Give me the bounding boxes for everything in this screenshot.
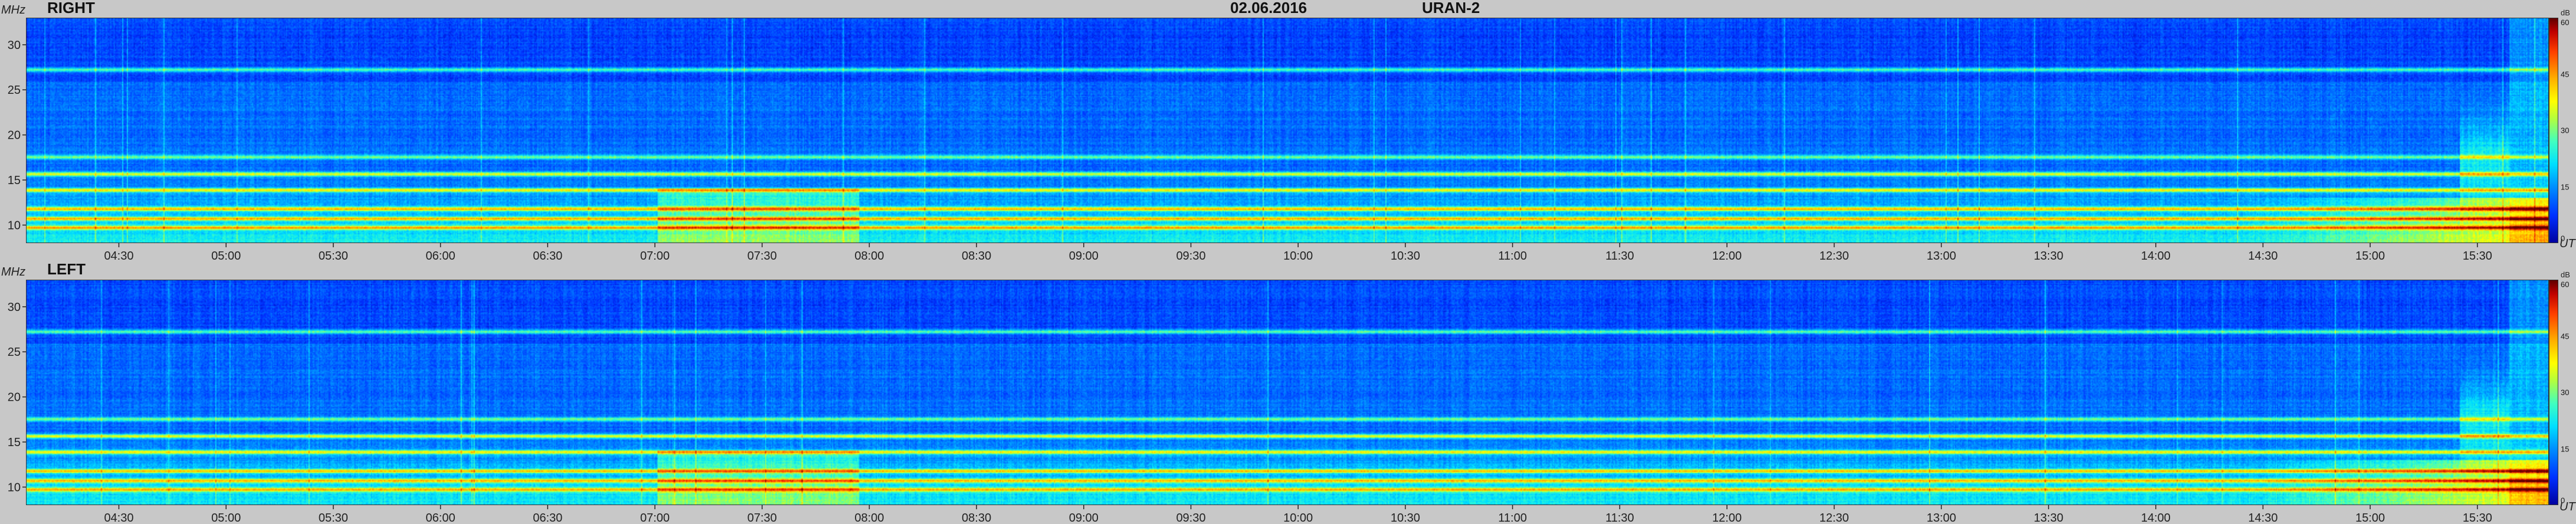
y-tick-label: 10 bbox=[8, 481, 21, 494]
x-tick-label: 05:30 bbox=[319, 250, 348, 263]
colorbar-tick-label: 0 bbox=[2561, 496, 2565, 505]
observation-date: 02.06.2016 bbox=[1230, 0, 1307, 17]
x-tick-label: 06:30 bbox=[533, 250, 562, 263]
x-tick-label: 06:30 bbox=[533, 512, 562, 524]
spectrogram-right bbox=[26, 18, 2549, 243]
instrument-name: URAN-2 bbox=[1422, 0, 1480, 17]
colorbar-tick-label: 45 bbox=[2561, 70, 2570, 78]
x-tick-label: 07:00 bbox=[640, 512, 670, 524]
x-tick-label: 04:30 bbox=[104, 512, 133, 524]
x-tick-label: 06:00 bbox=[426, 250, 455, 263]
x-tick-label: 07:30 bbox=[748, 512, 777, 524]
x-tick-label: 08:00 bbox=[854, 512, 884, 524]
colorbar-tick-label: 0 bbox=[2561, 234, 2565, 243]
x-tick-label: 11:00 bbox=[1498, 512, 1527, 524]
y-tick-label: 30 bbox=[8, 39, 21, 52]
x-tick-label: 08:30 bbox=[962, 250, 991, 263]
x-tick-label: 04:30 bbox=[104, 250, 133, 263]
x-tick-label: 14:30 bbox=[2248, 512, 2277, 524]
y-tick-label: 10 bbox=[8, 219, 21, 232]
y-unit-right: MHz bbox=[1, 4, 26, 17]
x-tick-label: 08:30 bbox=[962, 512, 991, 524]
colorbar-tick-label: 30 bbox=[2561, 126, 2570, 135]
colorbar-tick-label: 45 bbox=[2561, 332, 2570, 340]
x-tick-label: 15:00 bbox=[2355, 512, 2385, 524]
y-tick-label: 30 bbox=[8, 301, 21, 314]
colorbar-tick-label: 60 bbox=[2561, 18, 2570, 27]
colorbar-right bbox=[2549, 18, 2558, 243]
x-tick-label: 12:30 bbox=[1820, 250, 1849, 263]
x-tick-label: 15:00 bbox=[2355, 250, 2385, 263]
x-tick-label: 07:00 bbox=[640, 250, 670, 263]
x-tick-label: 14:00 bbox=[2141, 250, 2171, 263]
x-tick-label: 09:00 bbox=[1069, 250, 1099, 263]
x-tick-label: 12:00 bbox=[1712, 512, 1742, 524]
x-tick-label: 09:30 bbox=[1176, 250, 1205, 263]
x-tick-label: 12:00 bbox=[1712, 250, 1742, 263]
spectrogram-left bbox=[26, 280, 2549, 505]
x-tick-label: 13:00 bbox=[1926, 512, 1956, 524]
y-tick-label: 15 bbox=[8, 174, 21, 187]
colorbar-tick-label: 15 bbox=[2561, 182, 2570, 191]
x-unit-left: UT bbox=[2559, 500, 2575, 513]
panel-label-right: RIGHT bbox=[47, 0, 95, 17]
colorbar-tick-label: 15 bbox=[2561, 444, 2570, 453]
x-tick-label: 05:00 bbox=[211, 512, 241, 524]
x-tick-label: 13:30 bbox=[2034, 512, 2063, 524]
x-tick-label: 13:30 bbox=[2034, 250, 2063, 263]
y-tick-label: 15 bbox=[8, 436, 21, 449]
y-tick-label: 20 bbox=[8, 129, 21, 142]
x-unit-right: UT bbox=[2559, 237, 2575, 250]
x-tick-label: 15:30 bbox=[2463, 512, 2492, 524]
x-tick-label: 14:30 bbox=[2248, 250, 2277, 263]
x-tick-label: 10:00 bbox=[1283, 250, 1313, 263]
x-tick-label: 10:30 bbox=[1391, 250, 1420, 263]
x-tick-label: 11:30 bbox=[1605, 250, 1634, 263]
colorbar-left bbox=[2549, 280, 2558, 505]
x-tick-label: 14:00 bbox=[2141, 512, 2171, 524]
x-tick-label: 10:30 bbox=[1391, 512, 1420, 524]
y-tick-label: 25 bbox=[8, 84, 21, 97]
x-tick-label: 11:00 bbox=[1498, 250, 1527, 263]
x-tick-label: 11:30 bbox=[1605, 512, 1634, 524]
x-tick-label: 12:30 bbox=[1820, 512, 1849, 524]
x-tick-label: 13:00 bbox=[1926, 250, 1956, 263]
x-tick-label: 06:00 bbox=[426, 512, 455, 524]
y-unit-left: MHz bbox=[1, 266, 26, 279]
x-tick-label: 08:00 bbox=[854, 250, 884, 263]
x-tick-label: 05:00 bbox=[211, 250, 241, 263]
x-tick-label: 07:30 bbox=[748, 250, 777, 263]
panel-label-left: LEFT bbox=[47, 260, 86, 278]
colorbar-tick-label: 30 bbox=[2561, 388, 2570, 397]
colorbar-unit-right: dB bbox=[2561, 8, 2570, 17]
x-tick-label: 09:30 bbox=[1176, 512, 1205, 524]
colorbar-tick-label: 60 bbox=[2561, 280, 2570, 289]
x-tick-label: 15:30 bbox=[2463, 250, 2492, 263]
x-tick-label: 10:00 bbox=[1283, 512, 1313, 524]
x-tick-label: 09:00 bbox=[1069, 512, 1099, 524]
x-tick-label: 05:30 bbox=[319, 512, 348, 524]
y-tick-label: 25 bbox=[8, 346, 21, 359]
colorbar-unit-left: dB bbox=[2561, 270, 2570, 279]
y-tick-label: 20 bbox=[8, 391, 21, 404]
